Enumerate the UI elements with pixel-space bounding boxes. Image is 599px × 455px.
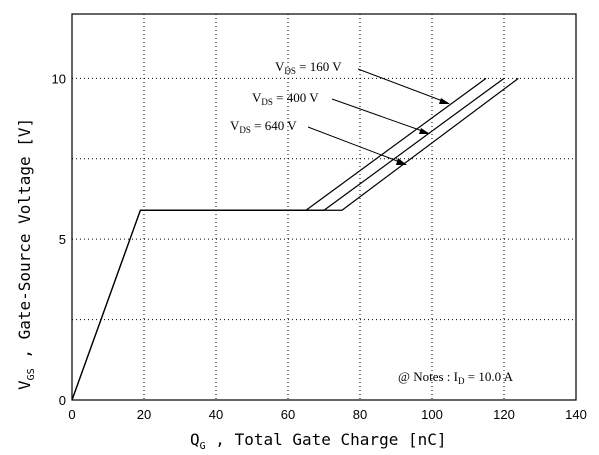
x-tick-label: 60: [281, 407, 295, 422]
arrowhead-640: [396, 158, 407, 165]
x-tick-label: 0: [68, 407, 75, 422]
series-line-3: [71, 77, 519, 401]
grid: [72, 14, 576, 400]
y-axis-title: VGS , Gate-Source Voltage [V]: [15, 118, 37, 390]
arrowhead-400: [419, 128, 430, 134]
tick-labels: 0 20 40 60 80 100 120 140 0 5 10: [52, 71, 587, 422]
series-label-400: VDS = 400 V: [252, 90, 319, 107]
x-tick-label: 40: [209, 407, 223, 422]
arrow-160: [357, 68, 449, 104]
series-label-160: VDS = 160 V: [275, 59, 342, 76]
x-tick-label: 100: [421, 407, 443, 422]
arrow-400: [331, 98, 429, 134]
x-tick-label: 20: [137, 407, 151, 422]
series-group: [71, 77, 519, 401]
y-tick-label: 5: [59, 232, 66, 247]
x-tick-label: 80: [353, 407, 367, 422]
x-axis-title: QG , Total Gate Charge [nC]: [190, 430, 447, 452]
arrowhead-160: [439, 98, 450, 104]
x-tick-label: 140: [565, 407, 587, 422]
series-labels: VDS = 160 V VDS = 400 V VDS = 640 V: [230, 59, 450, 165]
x-tick-label: 120: [493, 407, 515, 422]
notes-annotation: @ Notes : ID = 10.0 A: [398, 369, 514, 386]
arrow-640: [307, 126, 406, 165]
y-tick-label: 0: [59, 393, 66, 408]
y-tick-label: 10: [52, 71, 66, 86]
series-label-640: VDS = 640 V: [230, 118, 297, 135]
plot-frame: [71, 13, 577, 401]
